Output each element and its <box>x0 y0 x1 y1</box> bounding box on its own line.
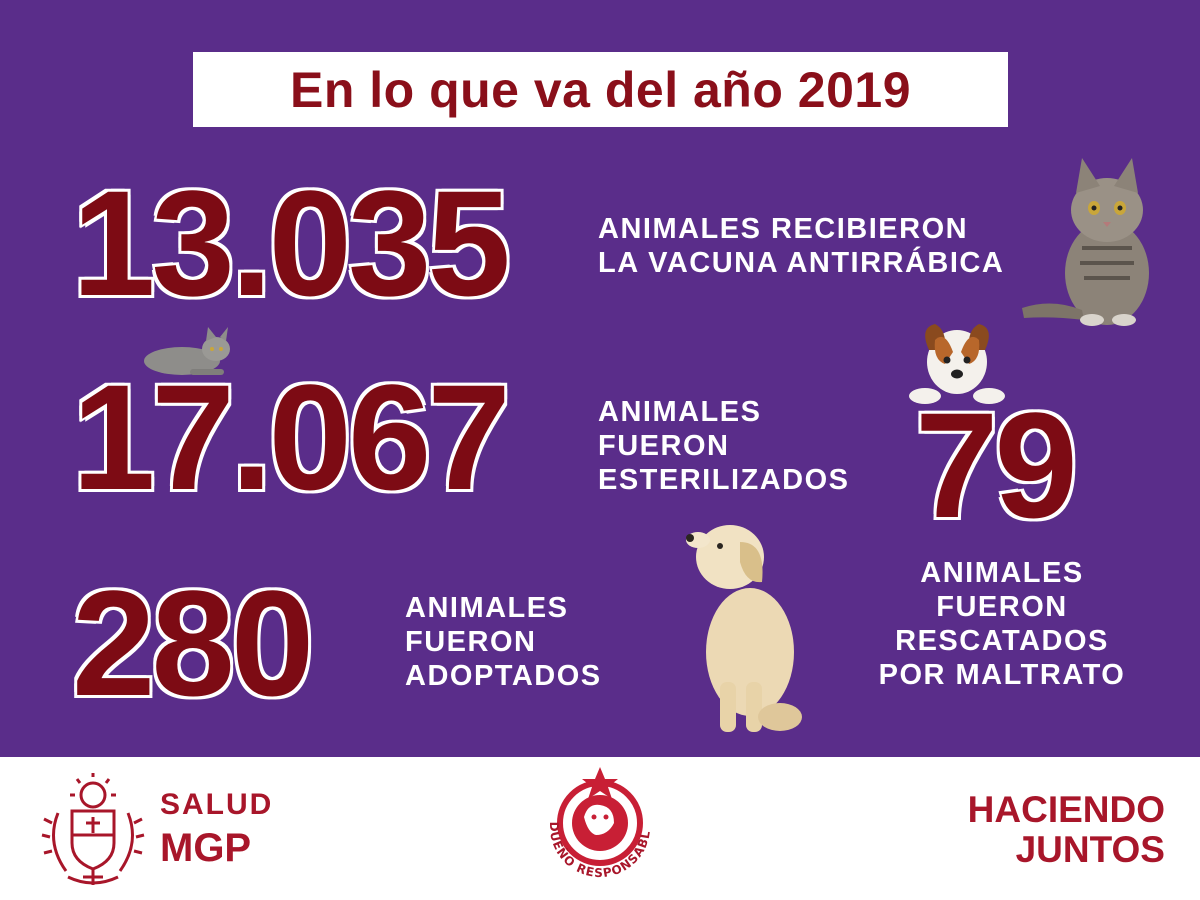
coat-of-arms-icon <box>41 773 145 885</box>
caption-line: ADOPTADOS <box>405 660 602 692</box>
stat-vaccinated-number: 13.035 <box>70 159 513 327</box>
mgp-label: MGP <box>160 826 252 870</box>
stat-rescued-caption: ANIMALES FUERON RESCATADOS POR MALTRATO <box>862 556 1142 692</box>
pet-logo-icon: DUEÑO RESPONSABLE <box>532 765 652 880</box>
juntos-label: JUNTOS <box>1015 829 1165 870</box>
stat-sterilized-number: 17.067 <box>70 353 513 521</box>
lying-cat-icon <box>144 327 230 375</box>
terrier-puppy-icon <box>909 324 1005 404</box>
stat-vaccinated-caption: ANIMALES RECIBIERON LA VACUNA ANTIRRÁBIC… <box>598 212 1004 280</box>
caption-line: ANIMALES <box>920 557 1084 589</box>
stat-adopted-number: 280 <box>70 559 316 727</box>
caption-line: ANIMALES RECIBIERON <box>598 213 969 245</box>
title-banner: En lo que va del año 2019 <box>193 52 1008 127</box>
caption-line: ESTERILIZADOS <box>598 464 850 496</box>
tabby-cat-icon <box>1022 158 1149 326</box>
caption-line: FUERON <box>598 430 730 462</box>
caption-line: ANIMALES <box>405 592 569 624</box>
haciendo-juntos-logo: HACIENDO JUNTOS <box>968 790 1165 870</box>
golden-puppy-icon <box>686 525 802 732</box>
stat-sterilized-caption: ANIMALES FUERON ESTERILIZADOS <box>598 395 850 497</box>
page-title: En lo que va del año 2019 <box>289 61 912 118</box>
haciendo-label: HACIENDO <box>967 789 1165 830</box>
caption-line: FUERON <box>936 591 1068 623</box>
stat-adopted-caption: ANIMALES FUERON ADOPTADOS <box>405 591 602 693</box>
salud-mgp-logo: SALUD MGP <box>160 788 274 870</box>
caption-line: LA VACUNA ANTIRRÁBICA <box>598 247 1005 279</box>
salud-label: SALUD <box>160 788 274 821</box>
caption-line: RESCATADOS <box>895 625 1109 657</box>
caption-line: FUERON <box>405 626 537 658</box>
stat-rescued-number: 79 <box>913 381 1080 549</box>
caption-line: POR MALTRATO <box>878 659 1126 691</box>
caption-line: ANIMALES <box>598 396 762 428</box>
